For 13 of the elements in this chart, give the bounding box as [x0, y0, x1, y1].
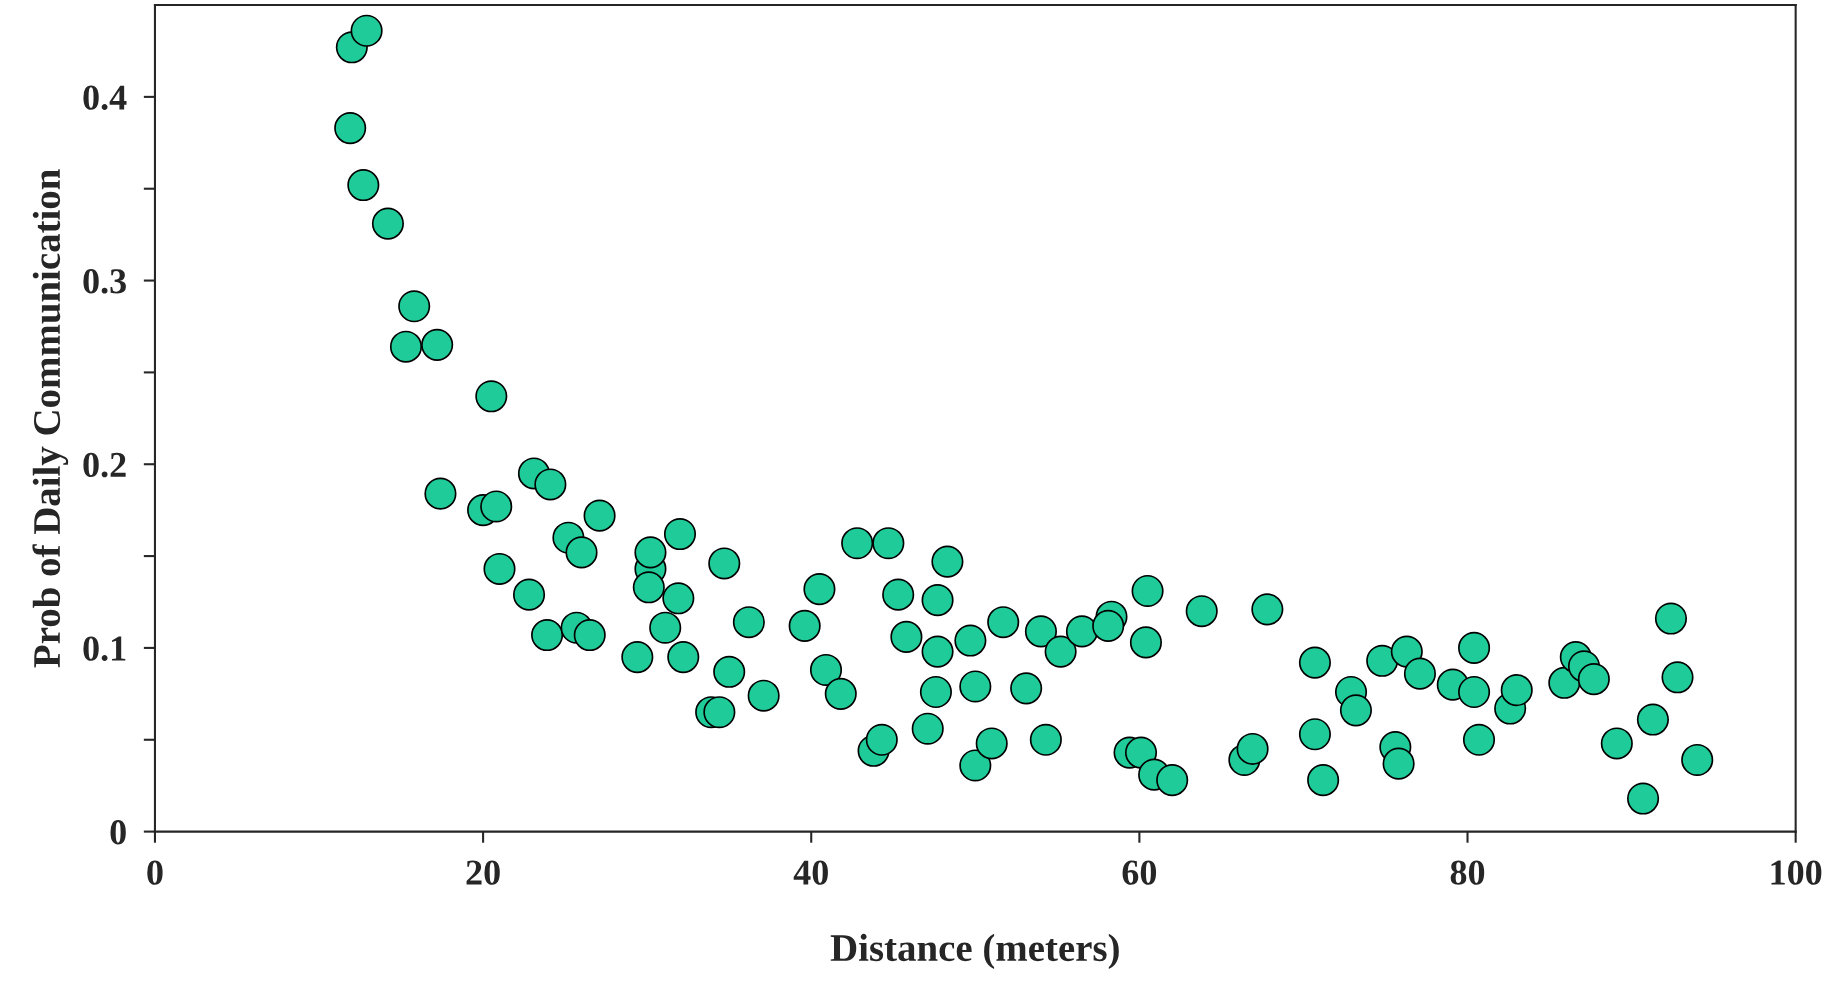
x-tick-label: 40 [793, 860, 828, 885]
y-axis-title: Prob of Daily Communication [32, 169, 69, 668]
x-tick-label: 0 [147, 860, 163, 885]
y-tick-label: 0.2 [83, 452, 126, 478]
y-tick-label: 0.1 [83, 636, 126, 661]
y-tick-label: 0.3 [83, 269, 126, 294]
x-tick-label: 100 [1771, 860, 1822, 885]
y-tick-label: 0 [110, 820, 126, 845]
x-tick-label: 20 [466, 860, 500, 885]
x-tick-label: 60 [1122, 860, 1157, 885]
y-tick-label: 0.4 [83, 85, 127, 110]
x-tick-label: 80 [1450, 860, 1485, 885]
x-axis-title: Distance (meters) [830, 933, 1119, 970]
